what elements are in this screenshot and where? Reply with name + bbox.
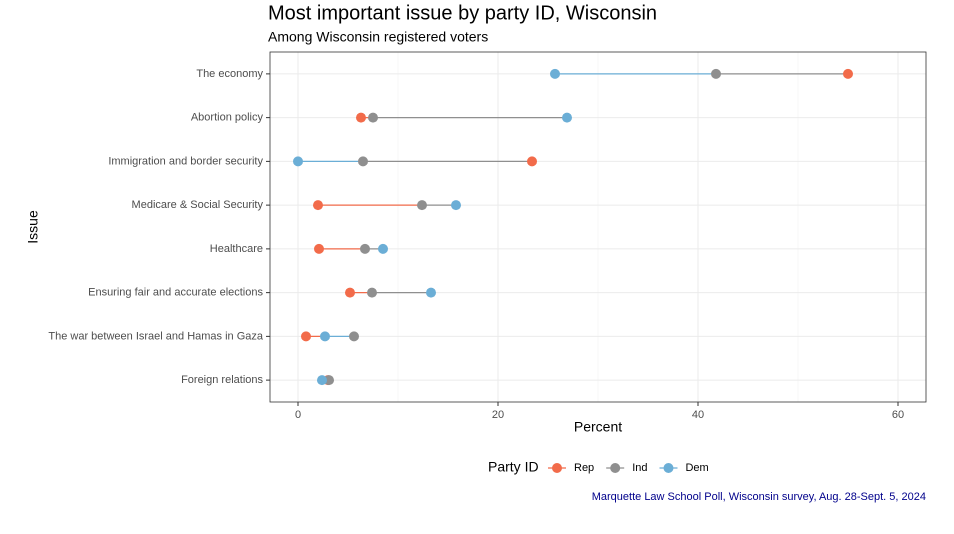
dot	[356, 112, 366, 123]
dot	[562, 112, 572, 123]
dot	[527, 156, 537, 167]
dot	[367, 287, 377, 298]
dot	[345, 287, 355, 298]
dot	[426, 287, 436, 298]
y-tick-label: The war between Israel and Hamas in Gaza	[48, 330, 263, 342]
chart-subtitle: Among Wisconsin registered voters	[268, 29, 488, 45]
x-tick-label: 0	[295, 409, 301, 421]
x-axis-label: Percent	[574, 419, 622, 435]
caption: Marquette Law School Poll, Wisconsin sur…	[592, 491, 926, 503]
dot	[314, 243, 324, 254]
dot	[317, 375, 327, 386]
y-tick-label: The economy	[196, 68, 263, 80]
dot	[324, 375, 334, 386]
dot	[417, 200, 427, 211]
y-axis-label: Issue	[25, 210, 41, 244]
dot	[360, 243, 370, 254]
dot	[550, 68, 560, 79]
legend-key	[552, 463, 562, 473]
dot	[711, 68, 721, 79]
legend-label: Rep	[574, 462, 594, 474]
legend-title: Party ID	[488, 459, 539, 475]
dot	[293, 156, 303, 167]
chart-title: Most important issue by party ID, Wiscon…	[268, 2, 657, 24]
dot	[358, 156, 368, 167]
dot	[313, 200, 323, 211]
dot	[378, 243, 388, 254]
y-tick-label: Healthcare	[210, 243, 263, 255]
x-tick-label: 20	[492, 409, 504, 421]
legend-label: Ind	[632, 462, 647, 474]
dot	[368, 112, 378, 123]
legend-key	[610, 463, 621, 473]
dot	[320, 331, 330, 342]
plot-border	[269, 51, 927, 403]
dot	[843, 68, 853, 79]
y-tick-label: Immigration and border security	[108, 155, 263, 167]
y-tick-label: Ensuring fair and accurate elections	[88, 287, 263, 299]
x-tick-label: 60	[892, 409, 904, 421]
legend-label: Dem	[685, 462, 708, 474]
y-tick-label: Foreign relations	[181, 374, 263, 386]
legend-key	[663, 463, 674, 473]
dot	[349, 331, 359, 342]
x-tick-label: 40	[692, 409, 704, 421]
y-tick-label: Abortion policy	[191, 112, 264, 124]
dot	[301, 331, 311, 342]
y-tick-label: Medicare & Social Security	[132, 199, 264, 211]
dot	[451, 200, 461, 211]
